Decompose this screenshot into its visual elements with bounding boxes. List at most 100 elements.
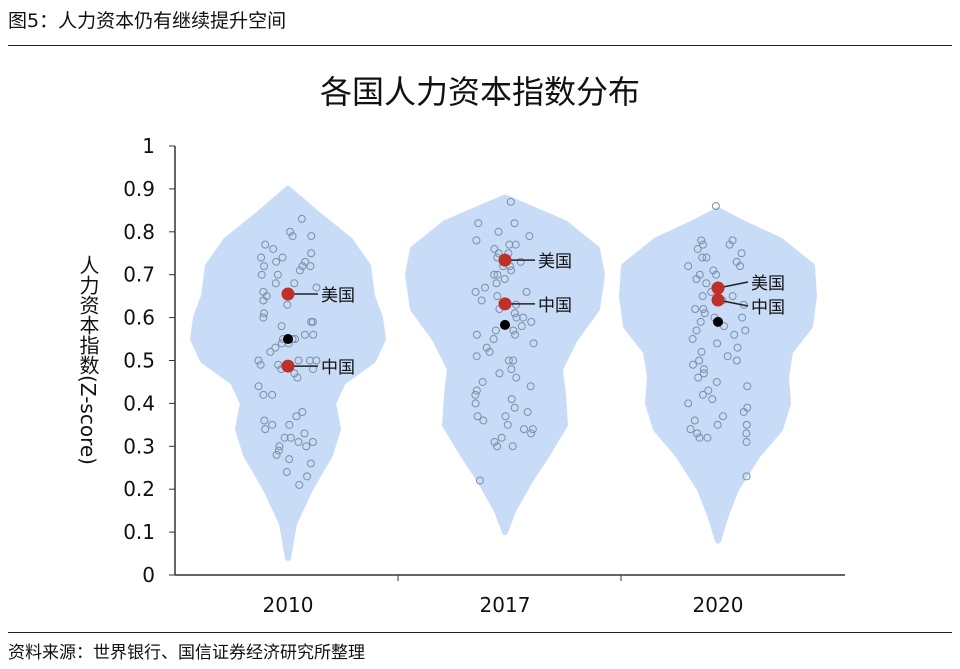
data-point <box>698 390 707 399</box>
data-point <box>286 227 295 236</box>
data-point <box>300 330 309 339</box>
data-point <box>697 347 706 356</box>
data-point <box>257 253 266 262</box>
median-point <box>713 316 723 327</box>
data-point <box>298 262 307 271</box>
data-point <box>510 403 519 412</box>
data-point <box>511 240 520 249</box>
usa-label: 美国 <box>538 252 572 272</box>
data-point <box>708 395 717 404</box>
data-point <box>312 283 321 292</box>
data-point <box>493 270 502 279</box>
data-point <box>301 257 310 266</box>
data-point <box>704 386 713 395</box>
data-point <box>509 356 518 365</box>
data-point <box>254 382 263 391</box>
data-point <box>507 365 516 374</box>
data-point <box>472 352 481 361</box>
data-point <box>697 236 706 245</box>
data-point <box>480 283 489 292</box>
y-tick-label: 1 <box>142 134 155 158</box>
data-point <box>741 326 750 335</box>
data-point <box>485 347 494 356</box>
data-point <box>292 412 301 421</box>
data-point <box>526 382 535 391</box>
y-tick-label: 0.9 <box>123 177 155 201</box>
data-point <box>723 352 732 361</box>
data-point <box>493 292 502 301</box>
data-point <box>684 262 693 271</box>
data-point <box>713 420 722 429</box>
data-point <box>698 253 707 262</box>
data-point <box>286 433 295 442</box>
data-point <box>306 459 315 468</box>
data-point <box>471 390 480 399</box>
data-point <box>739 407 748 416</box>
data-point <box>512 373 521 382</box>
data-point <box>495 369 504 378</box>
data-point <box>294 438 303 447</box>
data-point <box>277 322 286 331</box>
data-point <box>254 356 263 365</box>
data-point <box>471 399 480 408</box>
data-point <box>684 399 693 408</box>
data-point <box>742 420 751 429</box>
china-point <box>711 293 725 307</box>
data-point <box>511 330 520 339</box>
data-point <box>736 262 745 271</box>
median-point <box>283 334 293 345</box>
data-point <box>529 339 538 348</box>
data-point <box>507 395 516 404</box>
data-point <box>509 326 518 335</box>
data-point <box>510 219 519 228</box>
data-point <box>688 335 697 344</box>
y-tick-label: 0.6 <box>123 306 155 330</box>
chart-title: 各国人力资本指数分布 <box>320 73 640 111</box>
data-point <box>271 279 280 288</box>
data-point <box>278 253 287 262</box>
china-label: 中国 <box>751 298 785 318</box>
data-point <box>527 317 536 326</box>
data-point <box>743 382 752 391</box>
data-point <box>297 214 306 223</box>
data-point <box>516 257 525 266</box>
data-point <box>478 377 487 386</box>
data-point <box>473 412 482 421</box>
data-point <box>307 317 316 326</box>
data-point <box>691 305 700 314</box>
data-point <box>525 232 534 241</box>
china-label: 中国 <box>321 358 355 378</box>
y-tick-label: 0.1 <box>123 520 155 544</box>
data-point <box>699 305 708 314</box>
data-point <box>728 292 737 301</box>
data-point <box>506 197 515 206</box>
data-point <box>711 202 720 211</box>
data-point <box>742 472 751 481</box>
data-point <box>522 287 531 296</box>
data-point <box>260 416 269 425</box>
data-point <box>280 433 289 442</box>
data-point <box>695 356 704 365</box>
data-point <box>489 335 498 344</box>
data-point <box>471 287 480 296</box>
data-point <box>712 270 721 279</box>
data-point <box>512 300 521 309</box>
data-point <box>256 360 265 369</box>
data-point <box>472 386 481 395</box>
data-point <box>275 442 284 451</box>
data-point <box>528 425 537 434</box>
data-point <box>490 270 499 279</box>
x-tick-label: 2010 <box>263 593 314 617</box>
data-point <box>503 420 512 429</box>
data-point <box>271 343 280 352</box>
data-point <box>699 365 708 374</box>
data-point <box>295 266 304 275</box>
data-point <box>293 373 302 382</box>
data-point <box>719 412 728 421</box>
usa-point <box>281 287 295 301</box>
data-point <box>295 480 304 489</box>
data-point <box>269 244 278 253</box>
china-point <box>281 359 295 373</box>
data-point <box>510 309 519 318</box>
